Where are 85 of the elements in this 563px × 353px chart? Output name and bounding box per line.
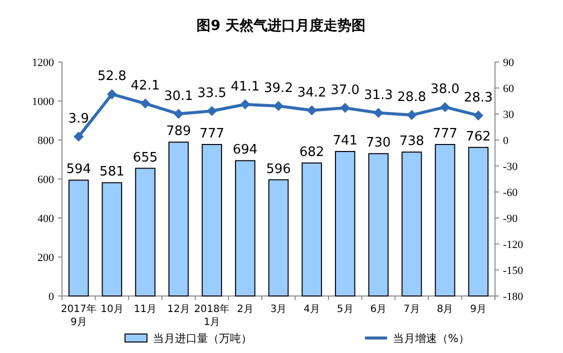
data-label: 52.8 xyxy=(97,69,126,84)
bar xyxy=(402,152,422,296)
point xyxy=(106,89,117,100)
x-tick-label: 6月 xyxy=(370,304,387,315)
data-label: 730 xyxy=(366,136,391,151)
point xyxy=(74,132,84,142)
point xyxy=(340,102,350,113)
data-label: 596 xyxy=(266,162,291,177)
data-label: 33.5 xyxy=(197,86,226,101)
data-label: 694 xyxy=(232,142,258,158)
x-tick-label: 9月 xyxy=(470,304,487,315)
data-label: 28.8 xyxy=(397,90,426,106)
data-label: 777 xyxy=(432,126,458,142)
y2-tick-label: -120 xyxy=(503,239,524,251)
y2-tick-label: -90 xyxy=(503,213,518,225)
data-label: 34.2 xyxy=(297,85,326,100)
legend-label: 当月进口量（万吨） xyxy=(153,332,252,345)
x-tick-label: 3月 xyxy=(270,304,287,315)
bar xyxy=(135,168,156,296)
x-tick-label: 11月 xyxy=(134,304,157,315)
point xyxy=(274,101,284,112)
x-tick-label: 4月 xyxy=(304,304,320,315)
point xyxy=(140,98,150,109)
point xyxy=(406,110,417,120)
bar xyxy=(468,146,489,296)
bar xyxy=(202,144,222,296)
bar xyxy=(168,142,189,296)
y-tick-label: 200 xyxy=(38,252,54,264)
y-tick-label: 400 xyxy=(38,213,54,225)
point xyxy=(206,106,217,116)
data-label: 41.1 xyxy=(230,79,260,94)
data-label: 37.0 xyxy=(330,82,360,98)
data-label: 655 xyxy=(132,150,158,166)
bar xyxy=(368,153,389,296)
point xyxy=(373,108,384,118)
legend-label: 当月增速（%） xyxy=(393,332,470,345)
y-tick-label: 600 xyxy=(38,174,54,186)
data-label: 42.1 xyxy=(130,78,160,94)
point xyxy=(440,102,450,112)
bar xyxy=(334,151,356,296)
y-tick-label: 1000 xyxy=(32,96,54,108)
bar xyxy=(235,160,256,296)
data-label: 3.9 xyxy=(68,112,89,127)
bar xyxy=(102,182,122,296)
x-tick-label: 12月 xyxy=(167,304,190,315)
data-label: 581 xyxy=(100,164,124,180)
x-tick-label: 10月 xyxy=(100,304,124,315)
y2-tick-label: -60 xyxy=(503,187,518,199)
bar xyxy=(68,180,89,296)
y2-tick-label: 60 xyxy=(503,83,514,95)
y2-tick-label: 90 xyxy=(503,57,514,69)
point xyxy=(306,105,317,116)
data-label: 30.1 xyxy=(164,88,194,104)
y2-tick-label: -30 xyxy=(503,161,518,173)
point xyxy=(240,99,250,110)
x-tick-label: 7月 xyxy=(404,304,420,315)
data-label: 738 xyxy=(399,134,424,150)
data-label: 31.3 xyxy=(364,88,393,103)
x-tick-label: 2018年1月 xyxy=(194,303,230,328)
y-tick-label: 1200 xyxy=(32,57,54,69)
x-tick-label: 8月 xyxy=(436,304,454,315)
data-label: 38.0 xyxy=(430,82,460,98)
bar xyxy=(434,144,456,296)
data-label: 741 xyxy=(332,134,358,149)
x-tick-label: 2017年9月 xyxy=(60,303,96,328)
bar xyxy=(302,162,322,296)
y-tick-label: 0 xyxy=(48,291,54,303)
data-label: 762 xyxy=(466,129,491,144)
data-label: 777 xyxy=(199,126,224,142)
data-label: 39.2 xyxy=(264,81,293,96)
chart-title: 图9 天然气进口月度走势图 xyxy=(196,17,366,34)
point xyxy=(174,108,184,119)
bar xyxy=(268,179,289,296)
data-label: 682 xyxy=(299,145,324,160)
data-label: 594 xyxy=(66,162,92,178)
y2-tick-label: 30 xyxy=(503,109,514,121)
point xyxy=(473,110,484,120)
y2-tick-label: -150 xyxy=(503,265,524,277)
y2-tick-label: -180 xyxy=(503,291,524,303)
data-label: 789 xyxy=(166,124,191,140)
data-label: 28.3 xyxy=(464,90,493,106)
x-tick-label: 2月 xyxy=(237,304,254,315)
y-tick-label: 800 xyxy=(38,135,54,147)
x-tick-label: 5月 xyxy=(336,304,354,315)
y2-tick-label: 0 xyxy=(503,135,509,147)
